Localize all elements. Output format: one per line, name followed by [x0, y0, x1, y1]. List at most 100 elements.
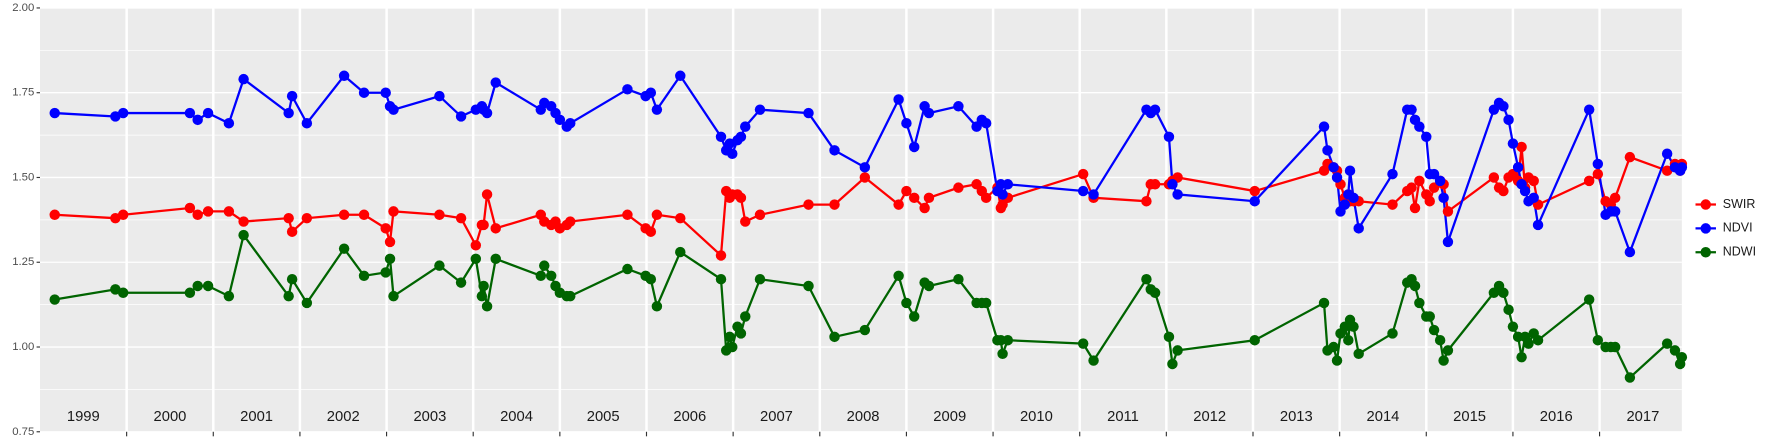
- point: [1624, 151, 1636, 163]
- point: [908, 192, 920, 204]
- point: [1353, 223, 1364, 234]
- point: [1172, 345, 1183, 356]
- point: [1676, 351, 1688, 363]
- point: [893, 94, 904, 105]
- point: [1532, 219, 1544, 231]
- point: [1149, 179, 1161, 190]
- point: [980, 118, 992, 129]
- point: [980, 192, 992, 204]
- point: [1149, 287, 1161, 298]
- point: [238, 216, 249, 227]
- year-label: 2015: [1453, 409, 1486, 425]
- year-label: 2001: [240, 409, 273, 425]
- point: [645, 87, 657, 98]
- point: [1428, 182, 1440, 193]
- point: [478, 280, 489, 292]
- point: [434, 209, 445, 221]
- point: [735, 328, 747, 339]
- legend-marker: [1700, 223, 1711, 234]
- point: [908, 311, 920, 322]
- point: [1348, 321, 1359, 332]
- point: [117, 287, 129, 298]
- point: [110, 212, 121, 224]
- point: [1249, 335, 1260, 346]
- point: [1532, 335, 1544, 346]
- point: [1592, 335, 1604, 346]
- point: [724, 331, 735, 343]
- point: [1414, 297, 1425, 309]
- y-tick-label: 2.00: [12, 2, 34, 14]
- point: [384, 253, 396, 265]
- year-label: 2011: [1107, 409, 1139, 425]
- point: [622, 84, 633, 95]
- y-tick-label: 1.00: [12, 341, 34, 353]
- point: [1498, 185, 1509, 197]
- point: [727, 341, 738, 353]
- legend-label: NDWI: [1723, 245, 1756, 259]
- point: [1442, 345, 1454, 356]
- point: [980, 297, 992, 309]
- point: [953, 182, 964, 193]
- point: [1344, 165, 1356, 176]
- point: [1528, 175, 1539, 187]
- point: [1661, 148, 1673, 159]
- point: [1002, 179, 1014, 190]
- point: [1149, 104, 1161, 115]
- point: [358, 87, 370, 98]
- point: [338, 209, 350, 221]
- point: [202, 206, 214, 217]
- point: [923, 192, 935, 204]
- point: [1523, 338, 1534, 349]
- point: [829, 199, 840, 210]
- point: [455, 111, 467, 122]
- point: [740, 121, 751, 132]
- point: [301, 212, 313, 224]
- point: [1434, 335, 1446, 346]
- point: [901, 297, 912, 309]
- point: [1077, 185, 1089, 197]
- point: [1331, 355, 1343, 366]
- point: [1077, 338, 1089, 349]
- year-label: 2005: [587, 409, 620, 425]
- point: [223, 118, 235, 129]
- point: [1438, 192, 1449, 204]
- point: [829, 331, 840, 343]
- point: [1507, 321, 1519, 332]
- point: [997, 348, 1008, 360]
- y-tick-label: 1.25: [12, 256, 34, 268]
- point: [238, 73, 249, 85]
- point: [490, 223, 501, 234]
- point: [1434, 175, 1446, 187]
- point: [1249, 185, 1260, 197]
- year-label: 2000: [154, 409, 187, 425]
- point: [565, 290, 576, 302]
- point: [1624, 246, 1636, 258]
- point: [481, 189, 493, 200]
- point: [434, 260, 445, 271]
- point: [1353, 348, 1364, 360]
- point: [919, 202, 930, 214]
- point: [754, 104, 766, 115]
- point: [675, 246, 686, 258]
- point: [1516, 351, 1527, 363]
- point: [301, 297, 313, 309]
- legend-label: NDVI: [1723, 221, 1753, 235]
- point: [388, 104, 399, 115]
- point: [829, 145, 840, 156]
- point: [1438, 355, 1449, 366]
- year-label: 2017: [1626, 409, 1659, 425]
- point: [380, 223, 391, 234]
- point: [455, 277, 467, 288]
- point: [1077, 168, 1089, 180]
- point: [481, 301, 493, 312]
- point: [49, 294, 60, 305]
- point: [1498, 287, 1509, 298]
- point: [651, 209, 663, 221]
- point: [1661, 338, 1673, 349]
- y-tick-label: 1.75: [12, 87, 34, 99]
- point: [1503, 114, 1514, 126]
- year-label: 2004: [500, 409, 533, 425]
- point: [1512, 162, 1524, 173]
